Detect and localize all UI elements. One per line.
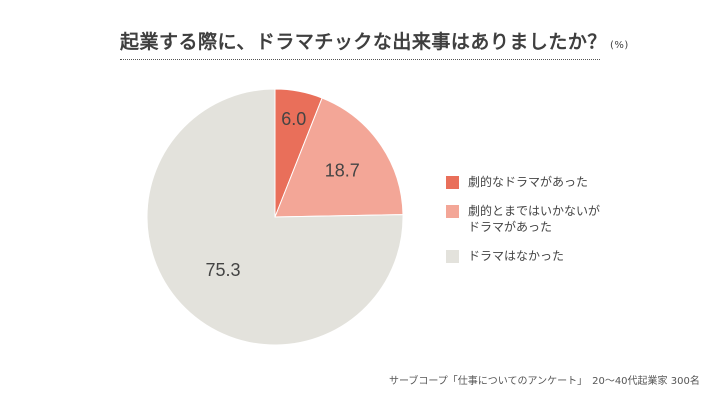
legend-label-dramatic: 劇的なドラマがあった [468,174,588,190]
legend-label-none: ドラマはなかった [468,248,564,264]
legend-label-line: ドラマがあった [468,220,553,234]
legend-label-line: ドラマはなかった [468,249,565,263]
chart-title-text: 起業する際に、ドラマチックな出来事はありましたか？ [120,31,607,53]
legend-label-somewhat: 劇的とまではいかないが ドラマがあった [468,203,600,235]
legend-swatch-none [446,250,459,263]
pie-label-none: 75.3 [205,260,240,280]
pie-label-somewhat: 18.7 [325,160,360,180]
chart-title: 起業する際に、ドラマチックな出来事はありましたか？ (%) [120,27,629,54]
legend-item-none: ドラマはなかった [446,248,564,264]
pie-label-dramatic: 6.0 [281,109,306,129]
title-divider [120,59,600,60]
pie-slice-none [146,88,404,346]
chart-title-unit: (%) [609,40,629,51]
source-note: サーブコープ「仕事についてのアンケート」 20〜40代起業家 300名 [389,376,700,387]
legend-swatch-dramatic [446,176,459,189]
legend-label-line: 劇的なドラマがあった [468,175,589,189]
legend-item-dramatic: 劇的なドラマがあった [446,174,588,190]
legend-label-line: 劇的とまではいかないが [468,204,601,218]
pie-slice-somewhat [274,97,404,218]
legend-item-somewhat: 劇的とまではいかないが ドラマがあった [446,203,600,235]
legend-swatch-somewhat [446,205,459,218]
